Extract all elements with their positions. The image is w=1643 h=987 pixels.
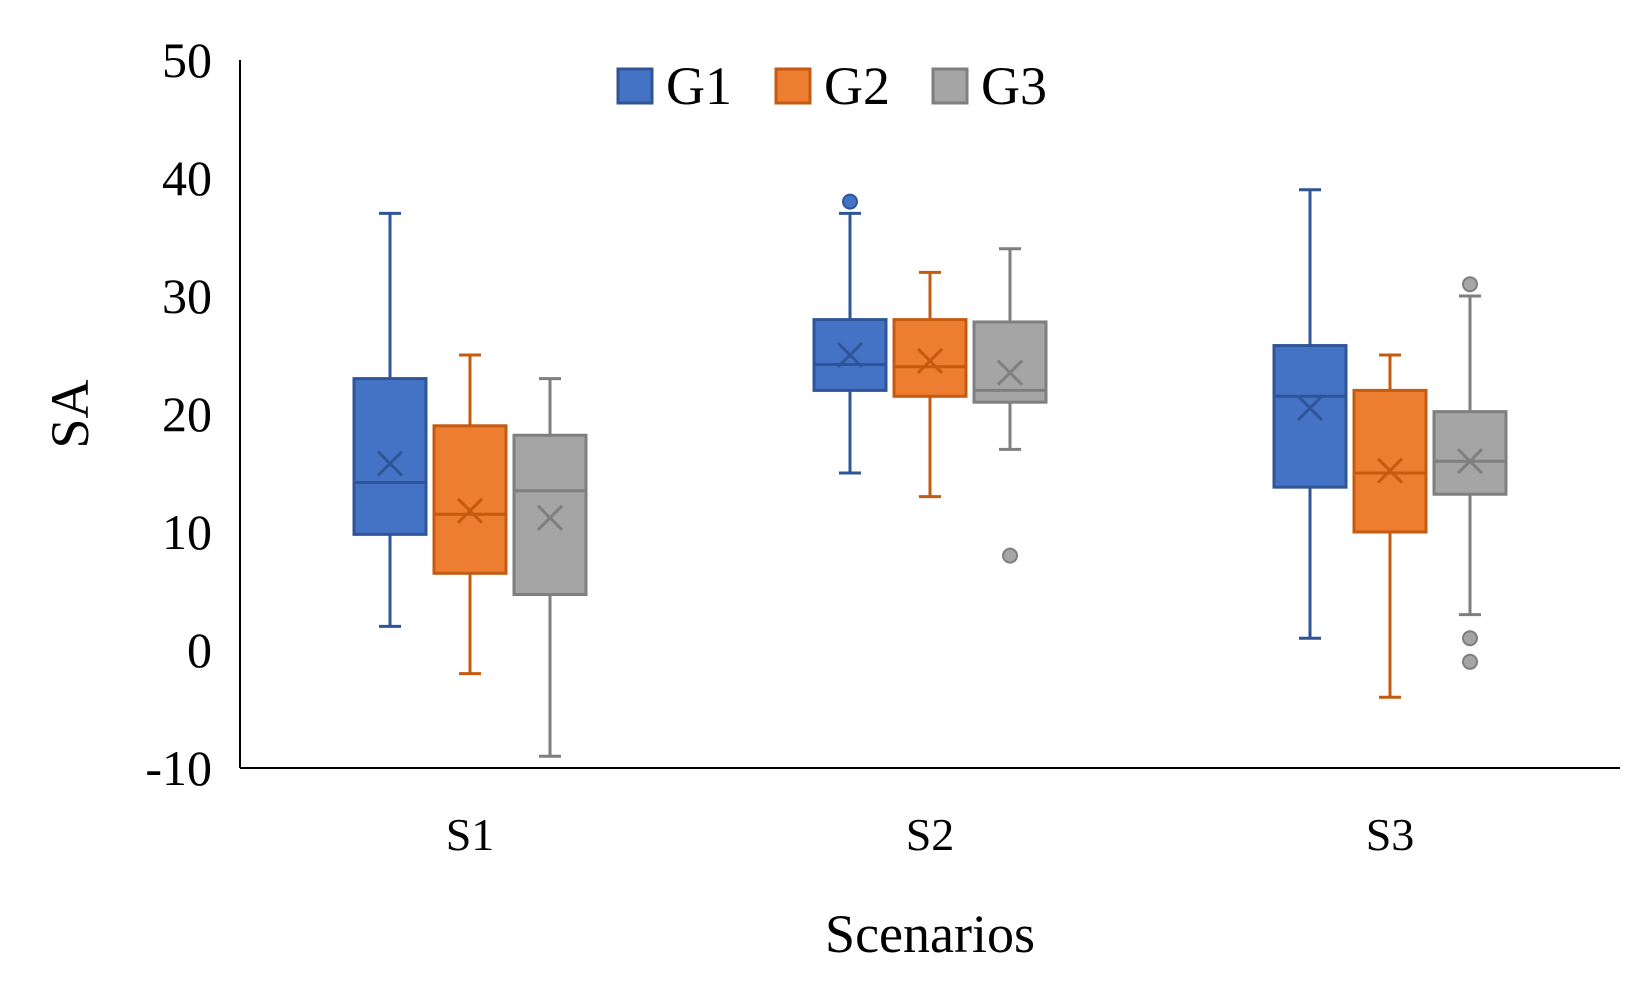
outlier-point (1462, 630, 1478, 647)
x-category-label: S3 (1366, 809, 1415, 860)
box-G3-S3 (1432, 410, 1508, 496)
outlier-point (1462, 653, 1478, 670)
box-G2-S1 (432, 424, 508, 575)
y-tick-label: 50 (162, 32, 212, 88)
y-tick-label: -10 (145, 740, 212, 796)
outlier-point (842, 193, 858, 210)
mean-marker (376, 450, 404, 477)
legend-label: G1 (666, 56, 732, 116)
y-tick-label: 40 (162, 150, 212, 206)
x-category-label: S1 (446, 809, 495, 860)
legend-swatch-G1 (616, 67, 654, 105)
box-G3-S2 (972, 320, 1048, 404)
y-tick-label: 0 (187, 622, 212, 678)
box-G3-S1 (512, 433, 588, 597)
mean-marker (456, 497, 484, 524)
legend-swatch-G3 (931, 67, 969, 105)
y-axis-title: SA (40, 379, 100, 448)
legend-label: G3 (981, 56, 1047, 116)
mean-marker (1376, 457, 1404, 484)
x-category-label: S2 (906, 809, 955, 860)
mean-marker (1456, 448, 1484, 475)
mean-marker (916, 347, 944, 374)
outlier-point (1462, 276, 1478, 293)
mean-marker (836, 341, 864, 369)
y-tick-label: 20 (162, 386, 212, 442)
y-tick-label: 10 (162, 504, 212, 560)
legend-swatch-G2 (774, 67, 812, 105)
box-G2-S3 (1352, 388, 1428, 534)
x-axis-title: Scenarios (825, 904, 1035, 964)
y-tick-label: 30 (162, 268, 212, 324)
mean-marker (536, 504, 564, 531)
mean-marker (1296, 395, 1324, 422)
outlier-point (1002, 547, 1018, 564)
box-G1-S3 (1272, 344, 1348, 489)
legend-label: G2 (824, 56, 890, 116)
box-G1-S1 (352, 377, 428, 536)
mean-marker (996, 359, 1024, 386)
box-G2-S2 (892, 318, 968, 398)
